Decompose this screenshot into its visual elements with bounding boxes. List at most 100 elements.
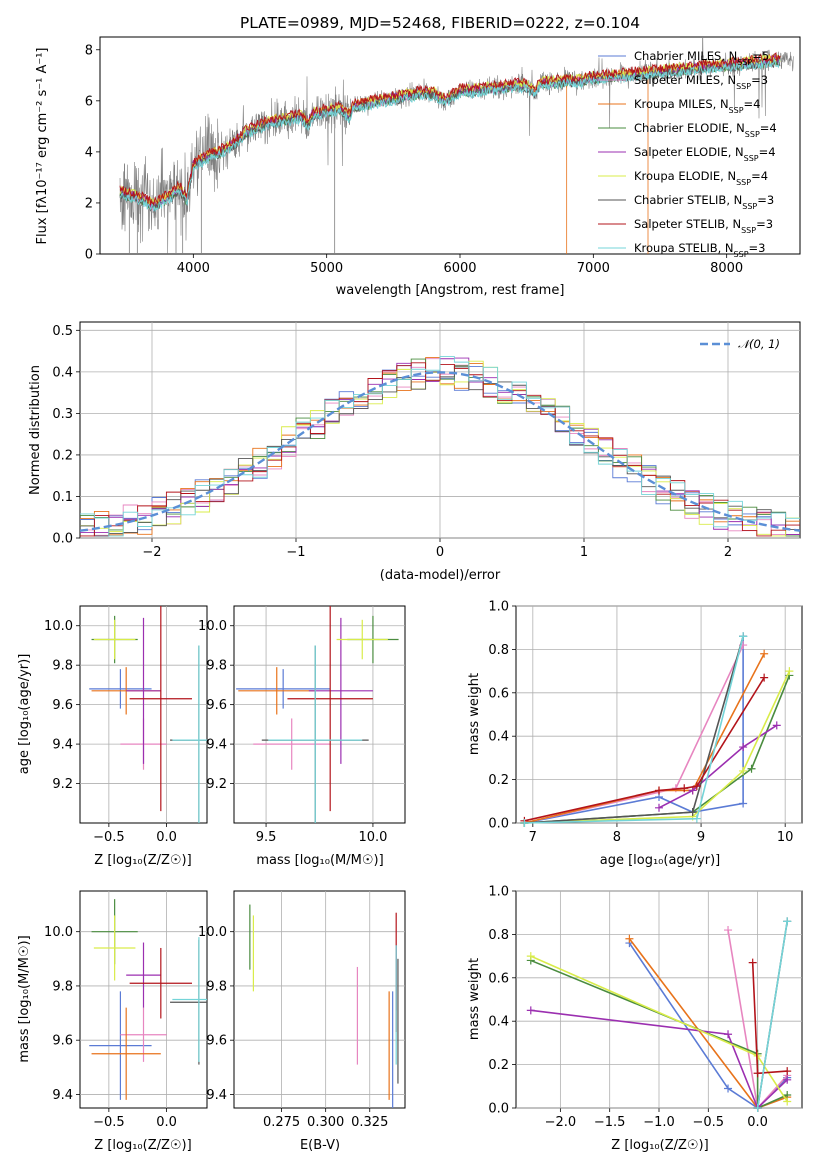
spectrum-axes (99, 36, 801, 255)
age-z-xtick-label: −0.5 (93, 830, 125, 845)
weight-z-xtick-label: −0.5 (693, 1115, 725, 1130)
spectrum-xtick-label: 4000 (177, 261, 210, 276)
weight-age-line-chabrier_stelib (524, 636, 744, 824)
weight-age-marker-kroupa_stelib (692, 814, 701, 823)
weight-z-ytick-label: 0.8 (488, 928, 509, 943)
weight-age-marker-salpeter_elodie (655, 803, 663, 812)
spectrum-ytick-label: 2 (85, 196, 93, 211)
spectrum-ytick-label: 0 (85, 248, 93, 263)
residual-ytick-label: 0.1 (52, 490, 73, 505)
mass-ebv-xtick-label: 0.300 (307, 1115, 344, 1130)
weight-age-marker-kroupa_stelib (739, 632, 748, 641)
weight-age-marker-kroupa_elodie (785, 667, 794, 676)
age-mass-xtick-label: 9.5 (256, 830, 277, 845)
legend-label-kroupa_miles: Kroupa MILES, NSSP=4 (634, 97, 760, 115)
weight-z-line-salpeter_elodie (530, 1009, 788, 1110)
weight-age-marker-salpeter_stelib (680, 784, 689, 793)
weight-z-marker-salpeter_stelib (753, 1069, 762, 1078)
mass-ebv-ytick-label: 9.4 (206, 1088, 227, 1103)
mass-z-xtick-label: −0.5 (93, 1115, 125, 1130)
weight-z-ytick-label: 1.0 (488, 885, 509, 900)
weight-z-xtick-label: −1.0 (643, 1115, 675, 1130)
legend-label-salpeter_miles: Salpeter MILES, NSSP=3 (634, 73, 768, 91)
weight-age-marker-kroupa_stelib (520, 819, 529, 827)
weight-age-marker-chabrier_elodie (747, 764, 756, 773)
weight-age-line-kroupa_elodie (524, 670, 791, 824)
weight-age-ytick-label: 0.6 (488, 686, 509, 701)
age-mass-xtick-label: 10.0 (358, 830, 387, 845)
residual-ytick-label: 0.2 (52, 448, 73, 463)
mass-ebv-xtick-label: 0.275 (263, 1115, 300, 1130)
mass-z-ytick-label: 10.0 (44, 925, 73, 940)
mass-z-xtick-label: 0.0 (156, 1115, 177, 1130)
mass-ebv-xlabel: E(B-V) (300, 1138, 340, 1153)
residual-ytick-label: 0.0 (52, 532, 73, 547)
weight-age-line-chabrier_elodie (524, 675, 791, 824)
weight-z-marker-salpeter_elodie (783, 1075, 792, 1084)
model-spectrum-kroupa_stelib (119, 58, 781, 213)
weight-age-xtick-label: 7 (529, 830, 537, 845)
weight-z-marker-salpeter_elodie (526, 1006, 535, 1015)
spectrum-ylabel: Flux [fλ10⁻¹⁷ erg cm⁻² s⁻¹ A⁻¹] (35, 48, 50, 245)
weight-z-marker-kroupa_stelib (783, 917, 792, 926)
weight-z-marker-salpeter_stelib (783, 1067, 792, 1076)
weight-z-marker-salpeter_miles (724, 926, 733, 935)
spectrum-xtick-label: 8000 (710, 261, 743, 276)
weight-age-marker-salpeter_elodie (772, 721, 781, 730)
age-mass-ytick-label: 9.6 (206, 698, 227, 713)
mass-ebv-ytick-label: 9.6 (206, 1034, 227, 1049)
weight-z-marker-kroupa_miles (625, 934, 634, 943)
weight-z-ylabel: mass weight (467, 958, 482, 1040)
weight-z-xlabel: Z [log₁₀(Z/Z☉)] (611, 1138, 708, 1153)
residual-ylabel: Normed distribution (28, 365, 43, 495)
weight-age-xlabel: age [log₁₀(age/yr)] (600, 853, 721, 868)
age-mass-ytick-label: 9.2 (206, 777, 227, 792)
age-z-ytick-label: 9.4 (52, 738, 73, 753)
weight-age-xtick-label: 9 (697, 830, 705, 845)
spectrum-ytick-label: 6 (85, 94, 93, 109)
weight-age-marker-salpeter_stelib (655, 786, 663, 795)
age-z-ytick-label: 9.8 (52, 659, 73, 674)
residual-xtick-label: −2 (142, 545, 161, 560)
figure-title: PLATE=0989, MJD=52468, FIBERID=0222, z=0… (240, 14, 640, 32)
mass-z-ylabel: mass [log₁₀(M/M☉)] (17, 935, 32, 1062)
residual-ytick-label: 0.3 (52, 407, 73, 422)
mass-ebv-axes (233, 890, 406, 1109)
weight-z-marker-kroupa_stelib (753, 1104, 762, 1112)
legend-label-salpeter_stelib: Salpeter STELIB, NSSP=3 (634, 217, 773, 235)
mass-z-ytick-label: 9.6 (52, 1034, 73, 1049)
weight-z-ytick-label: 0.2 (488, 1058, 509, 1073)
weight-z-marker-kroupa_elodie (783, 1097, 792, 1106)
weight-z-xtick-label: −1.5 (594, 1115, 626, 1130)
model-spectrum-salpeter_stelib (119, 52, 781, 207)
weight-age-marker-salpeter_stelib (692, 782, 701, 791)
spectrum-xtick-label: 7000 (577, 261, 610, 276)
weight-z-ytick-label: 0.4 (488, 1015, 509, 1030)
age-mass-axes (233, 605, 406, 824)
age-z-ytick-label: 9.6 (52, 698, 73, 713)
weight-z-marker-salpeter_stelib (748, 958, 757, 967)
legend-label-salpeter_elodie: Salpeter ELODIE, NSSP=4 (634, 145, 776, 163)
age-mass-ytick-label: 10.0 (198, 619, 227, 634)
weight-age-marker-salpeter_elodie (739, 743, 748, 752)
weight-age-marker-chabrier_stelib (688, 808, 697, 817)
weight-z-line-chabrier_elodie (530, 959, 788, 1110)
spectrum-ytick-label: 8 (85, 43, 93, 58)
weight-age-line-kroupa_miles (524, 653, 765, 824)
residual-ytick-label: 0.5 (52, 324, 73, 339)
weight-age-ytick-label: 0.0 (488, 817, 509, 832)
mass-z-ytick-label: 9.8 (52, 979, 73, 994)
normal-distribution-curve (80, 371, 800, 532)
weight-age-marker-salpeter_stelib (760, 673, 769, 682)
weight-z-line-kroupa_stelib (756, 921, 788, 1109)
age-z-xlabel: Z [log₁₀(Z/Z☉)] (94, 853, 191, 868)
mass-ebv-xtick-label: 0.325 (351, 1115, 388, 1130)
age-z-ytick-label: 9.2 (52, 777, 73, 792)
age-mass-ytick-label: 9.4 (206, 738, 227, 753)
weight-z-marker-chabrier_miles (724, 1084, 733, 1093)
residual-xtick-label: −1 (286, 545, 305, 560)
weight-age-line-kroupa_stelib (524, 636, 744, 824)
legend-label-chabrier_elodie: Chabrier ELODIE, NSSP=4 (634, 121, 777, 139)
weight-z-xtick-label: −2.0 (545, 1115, 577, 1130)
